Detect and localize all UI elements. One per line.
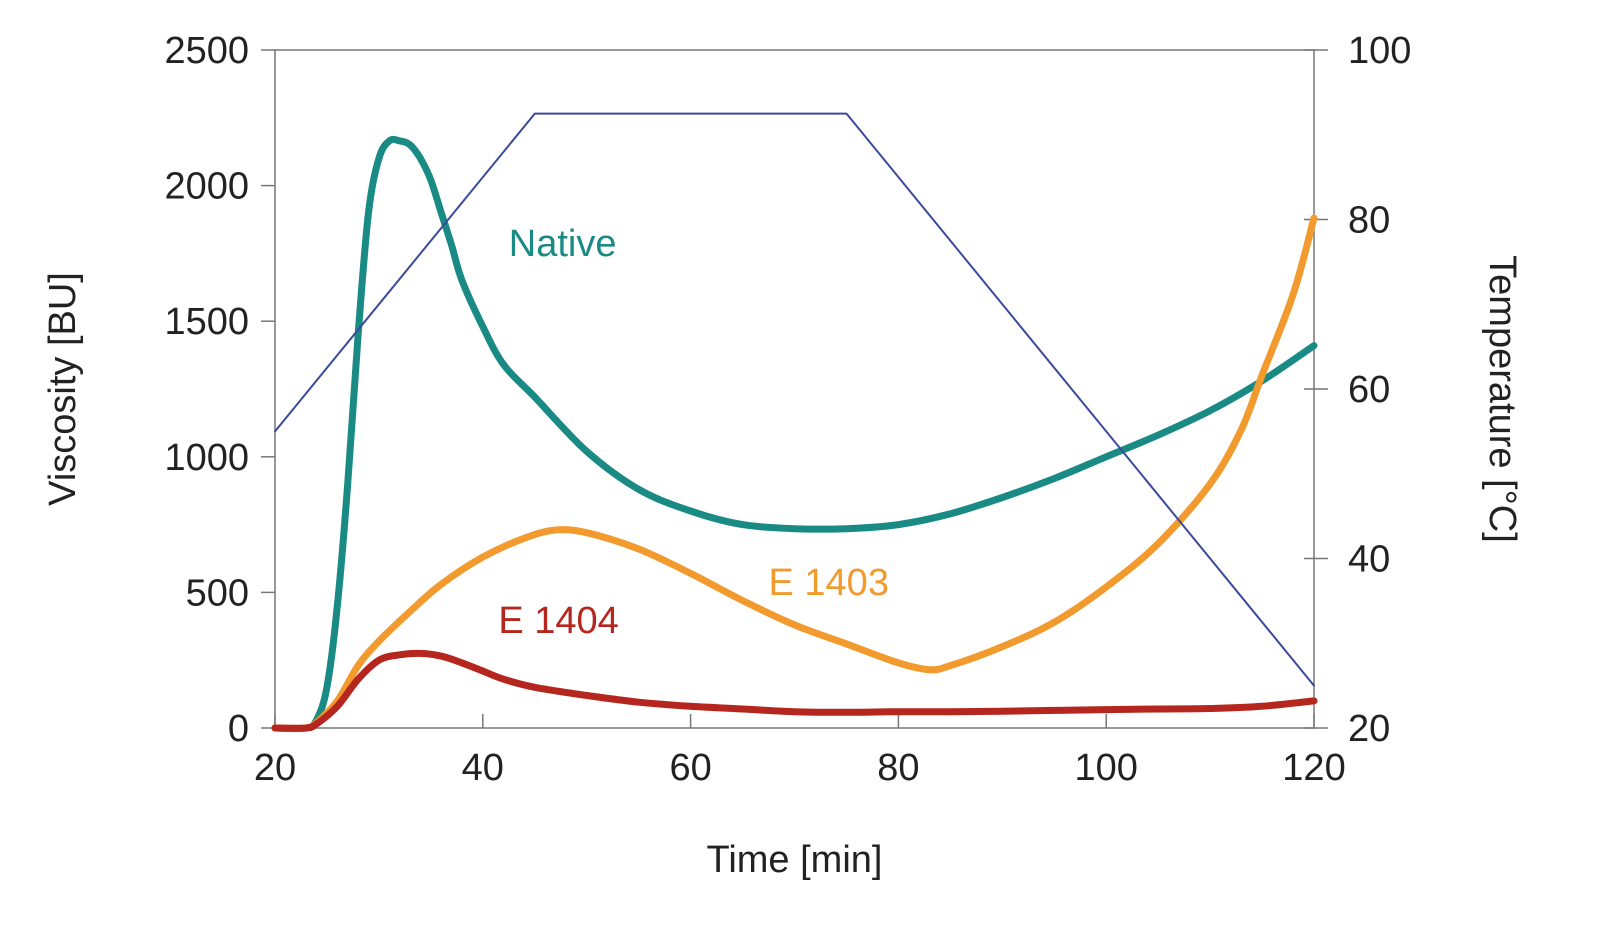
y2-tick-label: 20 xyxy=(1348,708,1390,750)
y2-tick-label: 60 xyxy=(1348,369,1390,411)
series-label-e-1403: E 1403 xyxy=(769,562,889,604)
x-axis-ticks: 20 40 60 80 100 120 xyxy=(254,714,1346,789)
series-line-native xyxy=(271,135,1318,733)
y2-tick-label: 40 xyxy=(1348,539,1390,581)
x-tick-label: 120 xyxy=(1282,747,1345,789)
series-lines xyxy=(271,112,1318,733)
series-line-e-1403 xyxy=(271,214,1318,732)
y2-tick-label: 80 xyxy=(1348,200,1390,242)
y2-axis-title: Temperature [°C] xyxy=(1481,255,1523,543)
y-tick-label: 500 xyxy=(186,572,249,614)
y-tick-label: 1500 xyxy=(164,301,249,343)
x-tick-label: 60 xyxy=(669,747,711,789)
series-label-e-1404: E 1404 xyxy=(498,600,618,642)
y-axis-ticks: 0 500 1000 1500 2000 2500 xyxy=(164,30,275,750)
series-labels: Native E 1403 E 1404 xyxy=(498,223,889,642)
y-tick-label: 2000 xyxy=(164,166,249,208)
x-tick-label: 80 xyxy=(877,747,919,789)
y2-axis-ticks: 20 40 60 80 100 xyxy=(1304,30,1411,750)
series-line-e-1404 xyxy=(271,649,1318,732)
x-tick-label: 100 xyxy=(1074,747,1137,789)
y-axis-title: Viscosity [BU] xyxy=(42,272,84,506)
y-tick-label: 1000 xyxy=(164,437,249,479)
series-label-native: Native xyxy=(509,223,617,265)
x-axis-title: Time [min] xyxy=(707,839,883,881)
y-tick-label: 2500 xyxy=(164,30,249,72)
y-tick-label: 0 xyxy=(228,708,249,750)
temperature-profile-line xyxy=(274,112,1315,687)
x-tick-label: 20 xyxy=(254,747,296,789)
x-tick-label: 40 xyxy=(462,747,504,789)
y2-tick-label: 100 xyxy=(1348,30,1411,72)
